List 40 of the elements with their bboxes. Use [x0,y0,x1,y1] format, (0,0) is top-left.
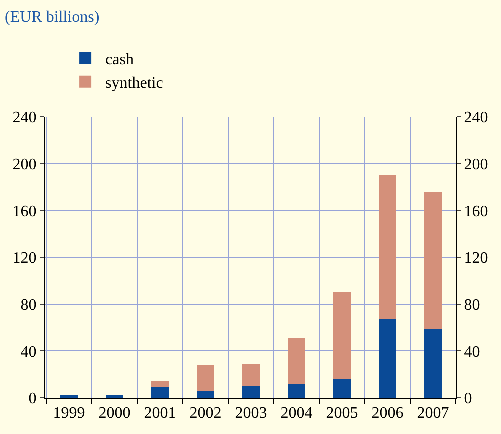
y2-tick-label: 0 [464,390,472,408]
y-tick-label: 160 [12,203,37,220]
bar [334,379,351,398]
bar [152,387,169,398]
bar [334,292,351,380]
y-tick-label: 80 [20,296,37,314]
y2-tick-label: 120 [464,250,488,268]
y2-tick-label: 40 [464,344,480,361]
x-tick-label: 2002 [190,405,222,422]
x-tick-label: 2007 [417,405,450,422]
bar [424,328,442,398]
x-tick-label: 2004 [280,405,313,422]
bar [379,176,396,320]
y-tick-label: 120 [12,250,37,268]
bar [197,390,214,398]
chart-title: (EUR billions) [5,9,100,26]
legend-label: cash [106,51,134,68]
legend-label: synthetic [106,75,164,92]
y-tick-label: 0 [28,390,37,408]
x-tick-label: 2005 [326,405,358,422]
x-tick-label: 2003 [235,405,268,422]
bar [197,365,214,391]
y2-tick-label: 80 [464,296,480,314]
bar [242,364,260,386]
x-tick-label: 1999 [53,405,86,422]
bar [424,192,442,329]
y-tick-label: 200 [12,156,37,174]
bar [379,320,396,398]
y2-tick-label: 160 [464,203,488,220]
x-tick-label: 2001 [144,405,176,422]
y2-tick-label: 240 [464,110,488,127]
x-tick-label: 2006 [372,405,404,422]
y-tick-label: 40 [20,344,37,361]
bar [152,382,169,388]
bar [242,386,260,398]
y-tick-label: 240 [12,110,37,127]
y2-tick-label: 200 [464,156,488,174]
x-tick-label: 2000 [98,405,131,422]
bar [288,384,306,398]
bar [288,338,306,384]
